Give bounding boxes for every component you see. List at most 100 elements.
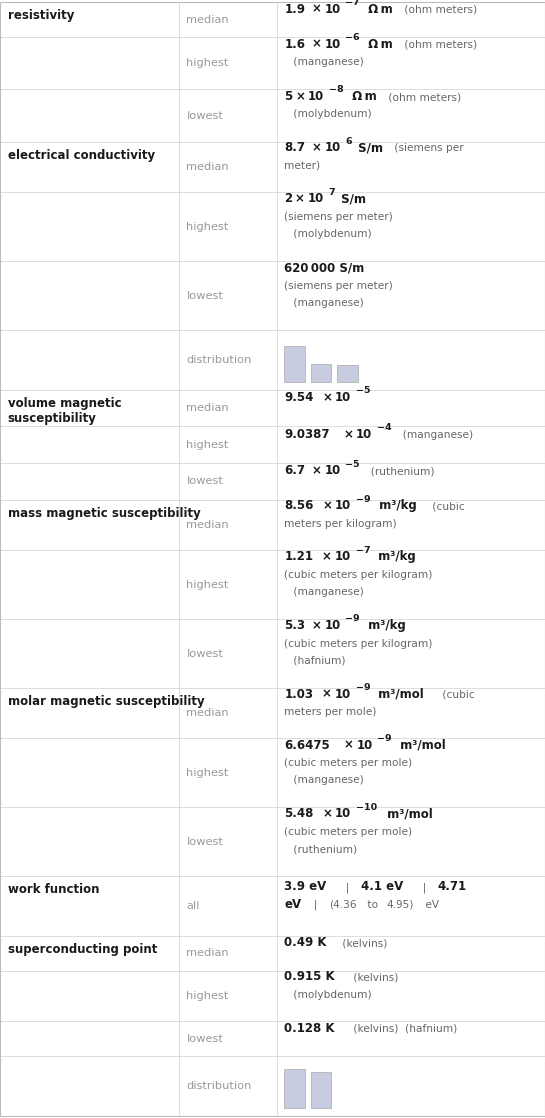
Text: ×: ×: [312, 464, 322, 477]
Text: 10: 10: [335, 391, 352, 404]
Text: (cubic meters per mole): (cubic meters per mole): [284, 758, 413, 768]
Bar: [311, 364, 331, 382]
Text: 4.1 eV: 4.1 eV: [361, 880, 403, 893]
Text: (manganese): (manganese): [290, 297, 364, 307]
Text: highest: highest: [186, 221, 229, 231]
Text: meters per kilogram): meters per kilogram): [284, 519, 397, 529]
Text: ×: ×: [322, 688, 332, 701]
Text: −4: −4: [377, 423, 391, 432]
Text: −6: −6: [346, 32, 360, 41]
Text: all: all: [186, 901, 200, 911]
Text: m³/kg: m³/kg: [375, 500, 417, 512]
Text: 10: 10: [308, 192, 324, 206]
Text: ×: ×: [343, 739, 353, 751]
Text: (cubic meters per mole): (cubic meters per mole): [284, 827, 413, 836]
Text: (siemens per meter): (siemens per meter): [284, 281, 393, 291]
Text: −9: −9: [356, 494, 371, 503]
Text: 0.128 K: 0.128 K: [284, 1022, 335, 1035]
Text: ×: ×: [323, 391, 332, 404]
Text: (manganese): (manganese): [290, 587, 364, 597]
Text: −5: −5: [356, 386, 371, 396]
Text: (molybdenum): (molybdenum): [290, 989, 372, 999]
Text: S/m: S/m: [354, 141, 383, 154]
Text: 1.03: 1.03: [284, 688, 313, 701]
Text: Ω m: Ω m: [364, 2, 393, 16]
Text: −7: −7: [356, 546, 370, 555]
Text: work function: work function: [8, 883, 99, 897]
Text: Ω m: Ω m: [348, 91, 377, 103]
Text: (siemens per: (siemens per: [391, 143, 464, 153]
Text: m³/kg: m³/kg: [364, 619, 406, 633]
Text: (molybdenum): (molybdenum): [290, 229, 372, 239]
Text: 10: 10: [324, 2, 341, 16]
Text: highest: highest: [186, 768, 229, 778]
Text: ×: ×: [295, 91, 305, 103]
Text: mass magnetic susceptibility: mass magnetic susceptibility: [8, 506, 201, 520]
Text: m³/mol: m³/mol: [396, 739, 446, 751]
Text: electrical conductivity: electrical conductivity: [8, 149, 155, 162]
Text: 620 000 S/m: 620 000 S/m: [284, 262, 365, 274]
Text: (siemens per meter): (siemens per meter): [284, 211, 393, 221]
Text: ×: ×: [343, 428, 353, 440]
Text: 10: 10: [335, 500, 352, 512]
Text: meters per mole): meters per mole): [284, 707, 377, 717]
Text: distribution: distribution: [186, 354, 252, 364]
Bar: [337, 366, 358, 382]
Text: 5: 5: [284, 91, 293, 103]
Text: 10: 10: [356, 428, 372, 440]
Text: (manganese): (manganese): [290, 775, 364, 785]
Bar: [311, 1072, 331, 1108]
Text: −9: −9: [377, 733, 392, 742]
Text: (hafnium): (hafnium): [290, 656, 346, 666]
Text: resistivity: resistivity: [8, 9, 74, 22]
Text: 2: 2: [284, 192, 293, 206]
Text: 0.49 K: 0.49 K: [284, 937, 327, 949]
Text: median: median: [186, 402, 229, 413]
Text: (ohm meters): (ohm meters): [401, 39, 477, 49]
Text: (cubic: (cubic: [439, 690, 475, 700]
Text: m³/mol: m³/mol: [374, 688, 424, 701]
Text: 1.21: 1.21: [284, 550, 313, 563]
Text: 10: 10: [335, 688, 351, 701]
Text: −9: −9: [356, 683, 370, 692]
Text: median: median: [186, 948, 229, 958]
Text: (kelvins): (kelvins): [350, 973, 398, 983]
Text: (cubic meters per kilogram): (cubic meters per kilogram): [284, 638, 433, 648]
Text: highest: highest: [186, 439, 229, 449]
Text: 4.71: 4.71: [438, 880, 467, 893]
Text: volume magnetic
susceptibility: volume magnetic susceptibility: [8, 397, 121, 425]
Text: (manganese): (manganese): [396, 429, 473, 439]
Text: 5.3: 5.3: [284, 619, 306, 633]
Text: (molybdenum): (molybdenum): [290, 110, 372, 120]
Text: |: |: [416, 882, 433, 893]
Text: 6.6475: 6.6475: [284, 739, 330, 751]
Text: 10: 10: [335, 550, 351, 563]
Text: (cubic meters per kilogram): (cubic meters per kilogram): [284, 570, 433, 580]
Text: (ohm meters): (ohm meters): [385, 92, 461, 102]
Text: ×: ×: [295, 192, 305, 206]
Text: (ruthenium): (ruthenium): [290, 844, 357, 854]
Text: 1.6: 1.6: [284, 38, 306, 50]
Text: (4.36: (4.36: [329, 900, 356, 910]
Text: lowest: lowest: [186, 111, 223, 121]
Text: 10: 10: [308, 91, 324, 103]
Text: m³/mol: m³/mol: [383, 807, 433, 821]
Text: to: to: [364, 900, 381, 910]
Bar: [284, 1069, 305, 1108]
Text: −10: −10: [356, 803, 377, 812]
Text: lowest: lowest: [186, 1034, 223, 1043]
Text: 4.95): 4.95): [387, 900, 414, 910]
Text: highest: highest: [186, 580, 229, 589]
Text: 8.56: 8.56: [284, 500, 314, 512]
Text: ×: ×: [323, 500, 332, 512]
Text: 10: 10: [335, 807, 352, 821]
Text: 3.9 eV: 3.9 eV: [284, 880, 327, 893]
Text: lowest: lowest: [186, 648, 223, 659]
Text: ×: ×: [322, 550, 332, 563]
Text: molar magnetic susceptibility: molar magnetic susceptibility: [8, 695, 204, 708]
Text: highest: highest: [186, 991, 229, 1001]
Text: −8: −8: [329, 85, 343, 94]
Text: 10: 10: [324, 141, 341, 154]
Text: −5: −5: [346, 459, 360, 468]
Text: lowest: lowest: [186, 836, 223, 846]
